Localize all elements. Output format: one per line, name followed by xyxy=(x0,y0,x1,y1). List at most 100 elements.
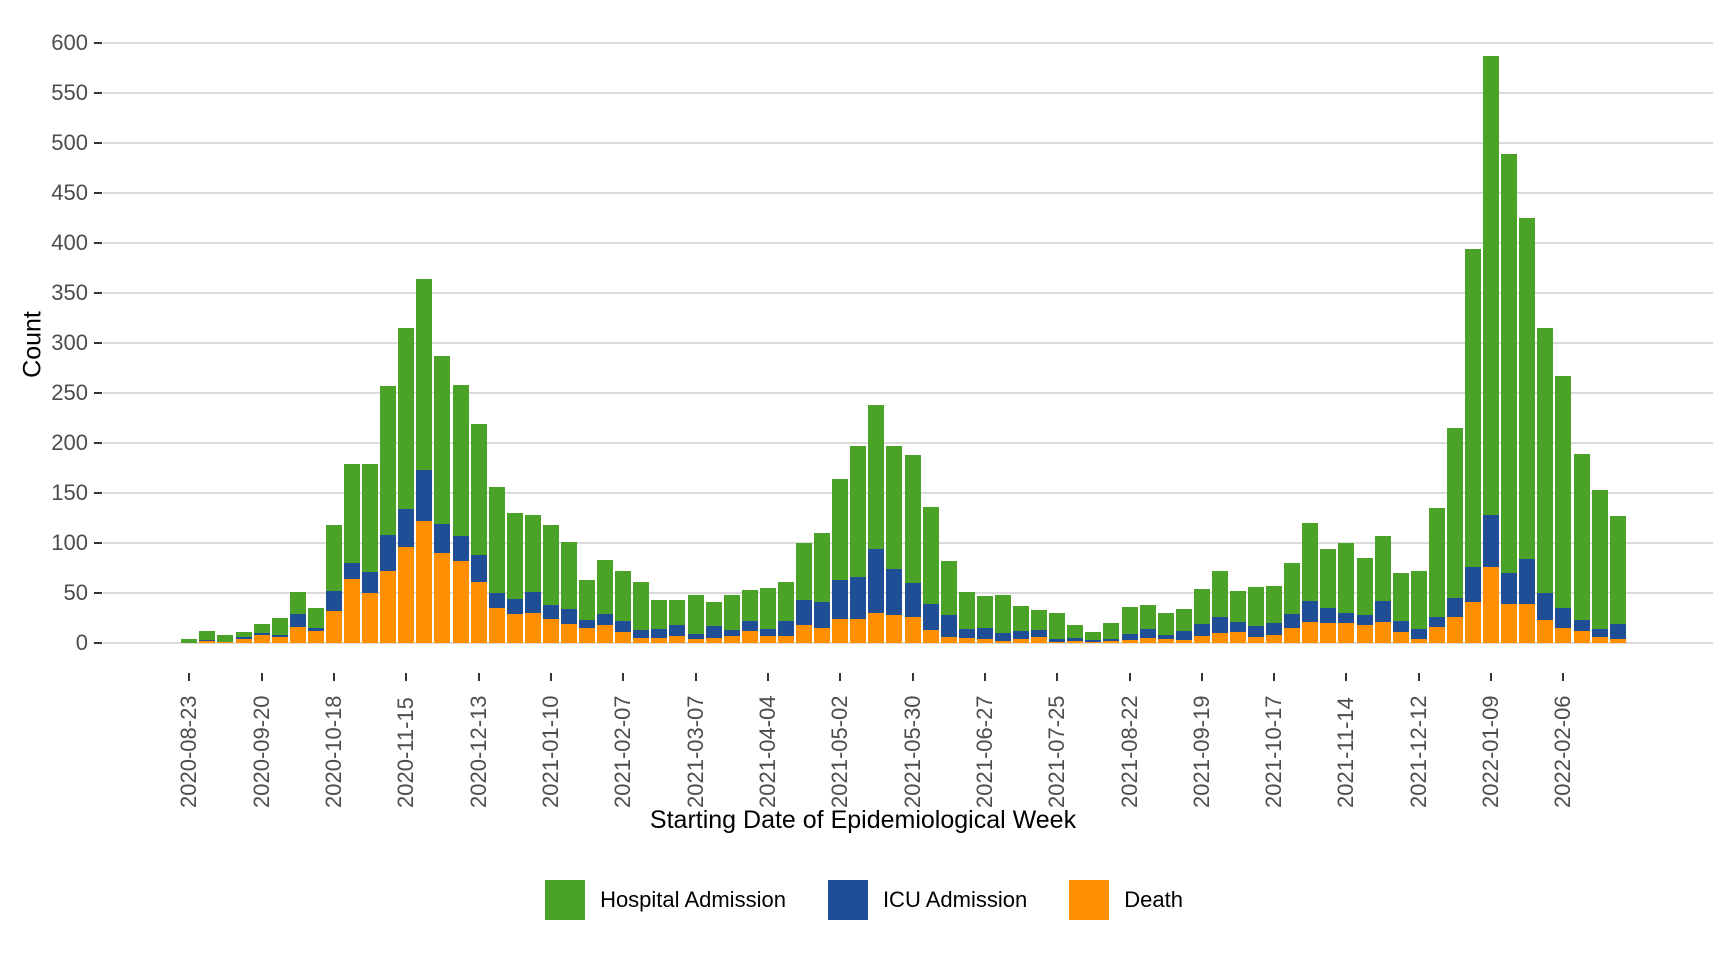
x-tick-2021-03-07 xyxy=(694,673,697,681)
x-tick-2021-02-07 xyxy=(622,673,625,681)
gridline-y-250 xyxy=(103,392,1713,394)
bar-2021-09-05-hospital-admission xyxy=(1157,613,1174,635)
bar-2021-06-27-death xyxy=(976,639,993,643)
bar-2020-11-22-icu-admission xyxy=(416,470,433,521)
bar-2022-02-06-death xyxy=(1555,628,1572,643)
bar-2020-08-30-death xyxy=(199,641,216,643)
bar-2020-10-18-hospital-admission xyxy=(325,525,342,591)
y-tick-label-350: 350 xyxy=(51,280,88,305)
bar-2021-05-16-icu-admission xyxy=(868,549,885,613)
bar-2020-09-27-death xyxy=(271,637,288,643)
bar-2022-01-09-hospital-admission xyxy=(1483,56,1500,515)
bar-2021-08-22-death xyxy=(1121,640,1138,643)
bar-2021-12-05-death xyxy=(1392,632,1409,643)
bar-2022-01-02-icu-admission xyxy=(1465,567,1482,602)
death-swatch xyxy=(1069,880,1110,920)
bar-2020-12-06-icu-admission xyxy=(452,536,469,561)
bar-2021-10-17-death xyxy=(1266,635,1283,643)
x-tick-2020-10-18 xyxy=(332,673,335,681)
bar-2020-12-06-death xyxy=(452,561,469,643)
bar-2020-12-13-icu-admission xyxy=(470,555,487,582)
x-tick-label-2021-10-17: 2021-10-17 xyxy=(1261,695,1287,808)
y-tick-550 xyxy=(94,92,102,94)
bar-2020-09-13-death xyxy=(235,639,252,643)
bar-2021-02-21-icu-admission xyxy=(651,629,668,638)
bar-2021-09-19-hospital-admission xyxy=(1193,589,1210,624)
bar-2021-04-11-death xyxy=(777,636,794,643)
bar-2021-06-20-hospital-admission xyxy=(958,592,975,629)
bar-2021-12-26-hospital-admission xyxy=(1446,428,1463,598)
bar-2021-10-10-death xyxy=(1248,637,1265,643)
bar-2021-08-01-icu-admission xyxy=(1067,638,1084,641)
bar-2020-11-08-hospital-admission xyxy=(380,386,397,535)
bar-2020-10-11-icu-admission xyxy=(307,628,324,631)
y-tick-label-200: 200 xyxy=(51,430,88,455)
x-tick-2020-12-13 xyxy=(477,673,480,681)
y-tick-label-550: 550 xyxy=(51,80,88,105)
bar-2021-04-18-death xyxy=(796,625,813,643)
bar-2021-07-25-icu-admission xyxy=(1049,639,1066,642)
bar-2021-03-07-icu-admission xyxy=(687,634,704,639)
y-tick-label-450: 450 xyxy=(51,180,88,205)
y-tick-label-0: 0 xyxy=(75,630,88,655)
y-tick-250 xyxy=(94,392,102,394)
x-tick-2020-11-15 xyxy=(405,673,408,681)
hospital-admission-swatch xyxy=(545,880,586,920)
legend-label: Hospital Admission xyxy=(600,887,786,912)
x-tick-label-2020-11-15: 2020-11-15 xyxy=(393,697,419,808)
bar-2021-01-03-death xyxy=(524,613,541,643)
x-tick-2021-05-02 xyxy=(839,673,842,681)
bar-2020-09-06-death xyxy=(217,642,234,643)
bar-2021-07-11-icu-admission xyxy=(1013,631,1030,639)
y-tick-0 xyxy=(94,642,102,644)
bar-2021-11-14-death xyxy=(1338,623,1355,643)
bar-2021-09-05-icu-admission xyxy=(1157,635,1174,639)
bar-2021-08-29-icu-admission xyxy=(1139,629,1156,638)
x-tick-2021-12-12 xyxy=(1417,673,1420,681)
bar-2020-08-30-icu-admission xyxy=(199,640,216,641)
bar-2021-03-21-death xyxy=(723,636,740,643)
bar-2020-09-13-hospital-admission xyxy=(235,632,252,637)
legend-item-icu-admission: ICU Admission xyxy=(827,880,1027,920)
y-tick-label-150: 150 xyxy=(51,480,88,505)
bar-2021-04-25-icu-admission xyxy=(814,602,831,628)
bar-2021-02-28-death xyxy=(669,636,686,643)
bar-2021-09-19-death xyxy=(1193,636,1210,643)
bar-2021-08-15-icu-admission xyxy=(1103,639,1120,641)
bar-2021-10-24-death xyxy=(1284,628,1301,643)
bar-2020-09-20-hospital-admission xyxy=(253,624,270,633)
bar-2021-01-24-hospital-admission xyxy=(579,580,596,620)
gridline-y-550 xyxy=(103,92,1713,94)
bar-2021-11-14-icu-admission xyxy=(1338,613,1355,623)
bar-2022-01-30-death xyxy=(1537,620,1554,643)
x-tick-2022-02-06 xyxy=(1562,673,1565,681)
bar-2021-05-16-death xyxy=(868,613,885,643)
bar-2021-12-05-icu-admission xyxy=(1392,621,1409,632)
y-tick-label-50: 50 xyxy=(63,580,88,605)
bar-2020-09-06-hospital-admission xyxy=(217,635,234,642)
bar-2022-02-13-icu-admission xyxy=(1573,620,1590,631)
bar-2021-07-04-death xyxy=(994,641,1011,643)
bar-2021-09-26-hospital-admission xyxy=(1211,571,1228,617)
bar-2021-05-09-hospital-admission xyxy=(850,446,867,577)
x-tick-label-2021-04-04: 2021-04-04 xyxy=(754,695,780,808)
bar-2022-02-27-icu-admission xyxy=(1609,624,1626,639)
gridline-y-500 xyxy=(103,142,1713,144)
x-tick-2021-05-30 xyxy=(911,673,914,681)
bar-2020-08-23-hospital-admission xyxy=(181,639,198,643)
bar-2021-03-21-icu-admission xyxy=(723,630,740,636)
bar-2021-10-17-hospital-admission xyxy=(1266,586,1283,623)
bar-2021-04-25-hospital-admission xyxy=(814,533,831,602)
bar-2021-02-21-hospital-admission xyxy=(651,600,668,629)
bar-2022-01-16-hospital-admission xyxy=(1501,154,1518,573)
bar-2021-07-25-death xyxy=(1049,642,1066,643)
y-tick-label-400: 400 xyxy=(51,230,88,255)
x-tick-2021-06-27 xyxy=(983,673,986,681)
y-tick-100 xyxy=(94,542,102,544)
bar-2021-07-18-death xyxy=(1031,637,1048,643)
bar-2021-09-26-icu-admission xyxy=(1211,617,1228,633)
bar-2021-04-18-icu-admission xyxy=(796,600,813,625)
bar-2020-11-01-icu-admission xyxy=(362,572,379,593)
bar-2021-10-31-hospital-admission xyxy=(1302,523,1319,601)
bar-2020-10-04-hospital-admission xyxy=(289,592,306,614)
